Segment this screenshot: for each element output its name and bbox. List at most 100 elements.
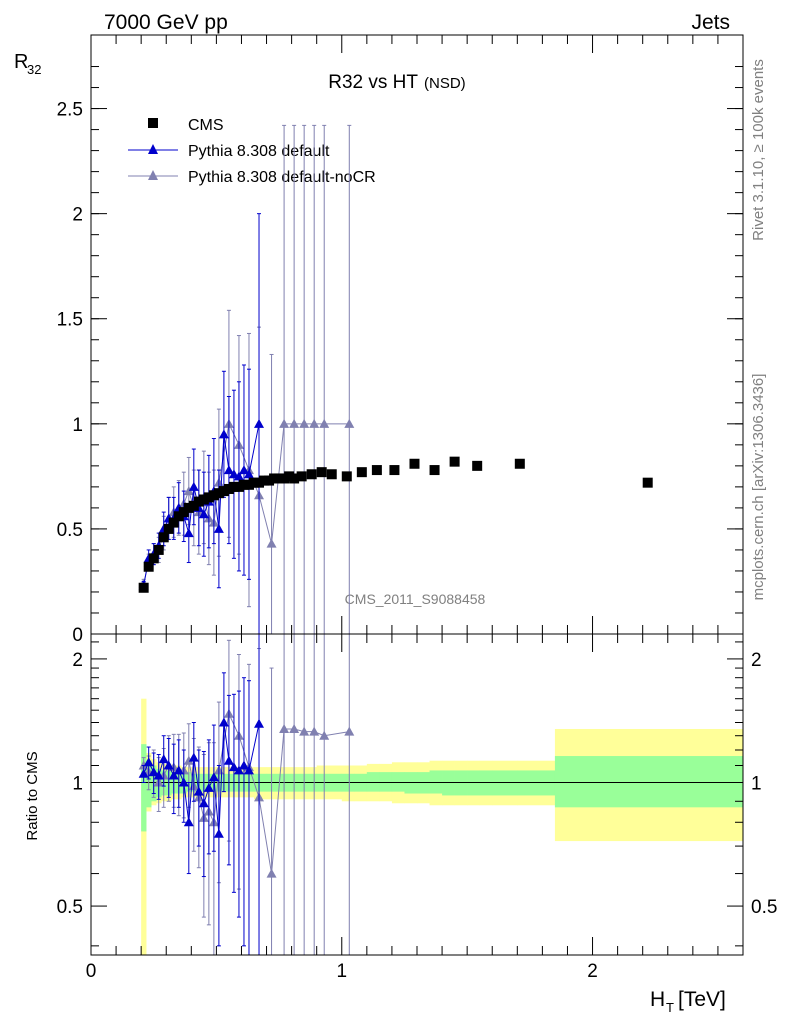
cms-point — [326, 469, 337, 480]
legend-marker-nocr — [148, 170, 158, 180]
ratio-ytick-label-right: 2 — [751, 650, 762, 671]
cms-point — [208, 490, 219, 501]
cms-point — [284, 471, 295, 482]
ratio-xtick-label: 0 — [86, 961, 97, 982]
cms-point — [642, 477, 653, 488]
cms-point — [259, 475, 270, 486]
analysis-watermark: CMS_2011_S9088458 — [345, 591, 486, 607]
ratio-default-point — [168, 770, 179, 780]
ratio-default-point — [233, 765, 244, 775]
cms-point — [341, 471, 352, 482]
ratio-nocr-point — [279, 723, 290, 733]
ratio-plot — [91, 633, 744, 956]
legend-label-nocr: Pythia 8.308 default-noCR — [188, 169, 376, 186]
nocr-point — [309, 418, 320, 428]
ratio-default-point — [158, 754, 169, 764]
x-axis-label-sub: T — [666, 1000, 674, 1015]
cms-point — [203, 492, 214, 503]
cms-point — [188, 500, 199, 511]
plot-title: R32 vs HT — [328, 72, 418, 93]
cms-point — [289, 473, 300, 484]
ratio-default-point — [254, 718, 265, 728]
legend-label-default: Pythia 8.308 default — [188, 143, 330, 160]
cms-point — [238, 479, 249, 490]
band-inner — [554, 756, 744, 808]
default-point — [254, 418, 265, 428]
main-ytick-label: 1.5 — [57, 310, 83, 331]
band-inner — [379, 772, 393, 792]
plot-title-suffix: (NSD) — [424, 75, 466, 92]
band-inner — [366, 772, 380, 792]
ratio-nocr-point — [319, 730, 330, 740]
cms-point — [228, 481, 239, 492]
ratio-default-point — [193, 786, 204, 796]
nocr-point — [299, 418, 310, 428]
default-point — [213, 523, 224, 533]
ratio-nocr-point — [183, 755, 194, 765]
main-ytick-label: 2 — [72, 205, 83, 226]
ratio-default-point — [243, 765, 254, 775]
main-ytick-label: 0 — [72, 625, 83, 646]
main-ytick-label: 2.5 — [57, 100, 83, 121]
cms-point — [163, 523, 174, 534]
ratio-default-point — [203, 782, 214, 792]
cms-point — [514, 458, 525, 469]
ratio-ylabel: Ratio to CMS — [24, 751, 41, 840]
ratio-default-point — [188, 752, 199, 762]
cms-point — [143, 561, 154, 572]
ratio-default-point — [143, 757, 154, 767]
ratio-default-point — [178, 777, 189, 787]
cms-point — [472, 460, 483, 471]
ratio-default-point — [238, 760, 249, 770]
main-ylabel: R — [14, 51, 28, 73]
cms-point — [158, 532, 169, 543]
band-inner — [141, 744, 147, 832]
ratio-default-point — [208, 772, 219, 782]
cms-point — [198, 494, 209, 505]
nocr-point — [319, 418, 330, 428]
legend-label-cms: CMS — [188, 117, 224, 134]
ratio-default-point — [223, 755, 234, 765]
cms-point — [356, 467, 367, 478]
default-point — [183, 528, 194, 538]
energy-label: 7000 GeV pp — [104, 11, 228, 34]
ratio-default-point — [173, 765, 184, 775]
default-point — [233, 471, 244, 481]
cms-point — [296, 471, 307, 482]
nocr-point — [266, 538, 277, 548]
default-point — [238, 465, 249, 475]
cms-point — [213, 488, 224, 499]
default-point — [198, 509, 209, 519]
nocr-line — [143, 422, 350, 584]
cms-point — [389, 465, 400, 476]
cms-point — [409, 458, 420, 469]
legend-marker-cms — [148, 118, 158, 128]
cms-point — [254, 477, 265, 488]
cms-point — [183, 502, 194, 513]
cms-point — [233, 481, 244, 492]
ratio-ytick-label-left: 2 — [72, 650, 83, 671]
ratio-ytick-label-right: 1 — [751, 773, 762, 794]
ratio-default-point — [213, 828, 224, 838]
band-inner — [429, 770, 443, 794]
ratio-nocr-point — [344, 726, 355, 736]
cms-point — [218, 486, 229, 497]
ratio-nocr-point — [299, 726, 310, 736]
cms-point — [306, 469, 317, 480]
cms-point — [274, 473, 285, 484]
ratio-xtick-label: 1 — [336, 961, 347, 982]
ratio-nocr-point — [309, 726, 320, 736]
ratio-ytick-label-left: 0.5 — [57, 897, 83, 918]
default-point — [218, 429, 229, 439]
main-ytick-label: 1 — [72, 415, 83, 436]
cms-point — [449, 456, 460, 467]
ratio-ytick-label-right: 0.5 — [751, 897, 777, 918]
cms-point — [138, 582, 149, 593]
ratio-default-point — [163, 760, 174, 770]
ratio-nocr-point — [289, 723, 300, 733]
ratio-xtick-label: 2 — [587, 961, 598, 982]
cms-point — [153, 544, 164, 555]
legend-marker-default — [148, 144, 158, 154]
default-point — [223, 465, 234, 475]
